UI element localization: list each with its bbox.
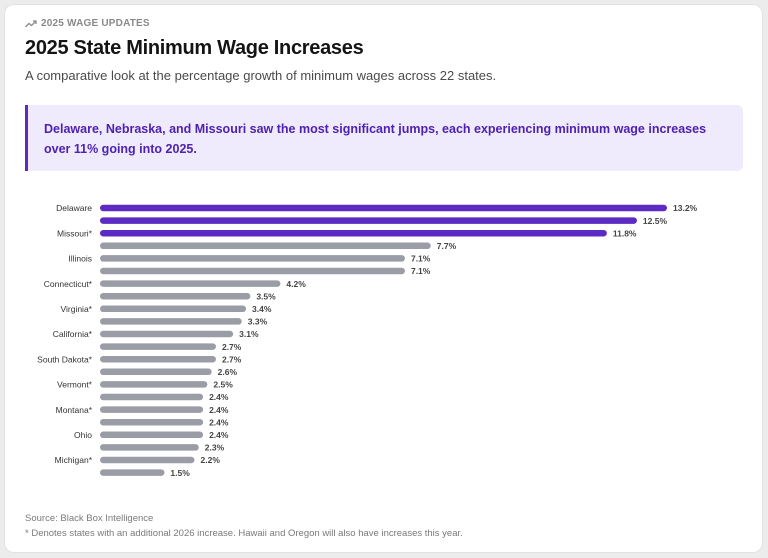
category-label-4: Illinois: [68, 254, 92, 264]
bar-chart: 13.2% Delaware 12.5% 11.8% Missouri* 7.7% 7.1%…: [37, 203, 698, 478]
eyebrow-label: 2025 WAGE UPDATES: [41, 18, 150, 29]
value-label-5: 7.1%: [411, 266, 431, 276]
value-label-6: 4.2%: [286, 279, 306, 289]
bar-14: [100, 381, 208, 388]
chart-card: 2025 WAGE UPDATES 2025 State Minimum Wag…: [4, 4, 763, 553]
trend-up-icon: [25, 19, 37, 28]
value-label-3: 7.7%: [437, 241, 457, 251]
value-label-11: 2.7%: [222, 342, 242, 352]
value-label-17: 2.4%: [209, 417, 229, 427]
bar-6: [100, 280, 281, 287]
bar-19: [100, 444, 199, 451]
value-label-20: 2.2%: [201, 455, 221, 465]
category-label-12: South Dakota*: [37, 354, 93, 364]
value-label-13: 2.6%: [218, 367, 238, 377]
bar-21: [100, 469, 165, 476]
category-label-2: Missouri*: [57, 228, 93, 238]
value-label-8: 3.4%: [252, 304, 272, 314]
category-label-0: Delaware: [56, 203, 92, 213]
bar-18: [100, 431, 204, 439]
value-label-7: 3.5%: [256, 291, 276, 301]
bar-9: [100, 318, 242, 325]
value-label-16: 2.4%: [209, 405, 229, 415]
value-label-15: 2.4%: [209, 392, 229, 402]
bar-12: [100, 355, 216, 363]
category-label-8: Virginia*: [60, 304, 92, 314]
bar-0: [100, 204, 667, 212]
value-label-14: 2.5%: [213, 380, 233, 390]
bar-15: [100, 393, 204, 401]
page-title: 2025 State Minimum Wage Increases: [25, 37, 364, 59]
value-label-21: 1.5%: [170, 468, 190, 478]
eyebrow: 2025 WAGE UPDATES: [25, 18, 150, 29]
bar-11: [100, 343, 216, 350]
category-label-18: Ohio: [74, 430, 92, 440]
bar-5: [100, 267, 405, 275]
value-label-18: 2.4%: [209, 430, 229, 440]
source-note: Source: Black Box Intelligence: [25, 513, 154, 524]
bar-1: [100, 217, 637, 224]
insight-callout: Delaware, Nebraska, and Missouri saw the…: [25, 105, 743, 171]
value-label-19: 2.3%: [205, 443, 225, 453]
page-subtitle: A comparative look at the percentage gro…: [25, 68, 497, 83]
category-label-6: Connecticut*: [44, 279, 93, 289]
bar-8: [100, 305, 247, 313]
category-label-16: Montana*: [56, 405, 93, 415]
value-label-2: 11.8%: [613, 228, 637, 238]
category-label-10: California*: [53, 329, 93, 339]
category-label-14: Vermont*: [57, 380, 93, 390]
value-label-4: 7.1%: [411, 254, 431, 264]
footnote: * Denotes states with an additional 2026…: [25, 528, 463, 539]
bar-3: [100, 242, 431, 250]
bar-13: [100, 368, 212, 376]
bar-16: [100, 406, 204, 413]
value-label-0: 13.2%: [673, 203, 698, 213]
category-label-20: Michigan*: [55, 455, 93, 465]
value-label-10: 3.1%: [239, 329, 259, 339]
bar-2: [100, 229, 607, 237]
value-label-9: 3.3%: [248, 317, 268, 327]
bar-20: [100, 456, 195, 464]
bar-10: [100, 330, 234, 338]
value-label-1: 12.5%: [643, 216, 668, 226]
bar-17: [100, 418, 204, 426]
bar-4: [100, 255, 405, 262]
bar-7: [100, 292, 251, 300]
value-label-12: 2.7%: [222, 354, 242, 364]
